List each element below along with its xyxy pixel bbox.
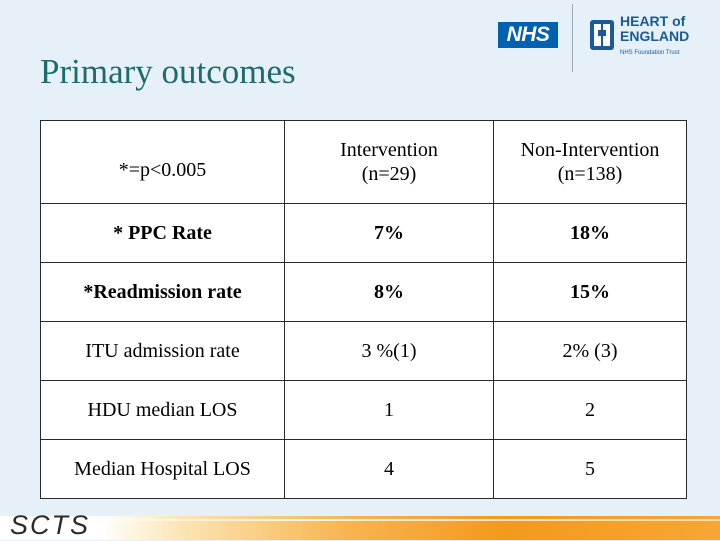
trust-name-line2: ENGLAND <box>620 28 690 44</box>
non-intervention-value: 18% <box>493 203 687 263</box>
trust-name-line1: HEART of <box>620 13 686 29</box>
footer-stripe <box>0 519 720 521</box>
table-row: ITU admission rate 3 %(1) 2% (3) <box>40 321 687 381</box>
table-row: HDU median LOS 1 2 <box>40 380 687 440</box>
non-intervention-value: 5 <box>493 439 687 499</box>
intervention-label: Intervention <box>340 139 438 161</box>
intervention-n: (n=29) <box>361 163 417 185</box>
table-header-row: *=p<0.005 Intervention (n=29) Non-Interv… <box>40 120 687 204</box>
table-row: * PPC Rate 7% 18% <box>40 203 687 263</box>
slide-title: Primary outcomes <box>40 52 296 91</box>
nhs-logo: NHS <box>498 22 558 48</box>
trust-emblem-icon <box>590 20 614 50</box>
row-label: *Readmission rate <box>40 262 285 322</box>
non-intervention-header: Non-Intervention (n=138) <box>493 120 687 204</box>
significance-note-cell: *=p<0.005 <box>40 120 285 204</box>
trust-subtitle: NHS Foundation Trust <box>620 50 680 56</box>
heart-of-england-logo: HEART of ENGLAND NHS Foundation Trust <box>588 14 710 64</box>
trust-name: HEART of ENGLAND <box>620 14 689 44</box>
scts-logo: SCTS <box>10 510 91 540</box>
intervention-value: 7% <box>284 203 494 263</box>
row-label: ITU admission rate <box>40 321 285 381</box>
non-intervention-value: 2 <box>493 380 687 440</box>
logo-divider <box>572 4 573 72</box>
intervention-value: 8% <box>284 262 494 322</box>
intervention-value: 1 <box>284 380 494 440</box>
non-intervention-value: 15% <box>493 262 687 322</box>
intervention-value: 4 <box>284 439 494 499</box>
row-label: * PPC Rate <box>40 203 285 263</box>
outcomes-table: *=p<0.005 Intervention (n=29) Non-Interv… <box>40 120 687 499</box>
table-row: Median Hospital LOS 4 5 <box>40 439 687 499</box>
non-intervention-label: Non-Intervention <box>520 139 660 161</box>
intervention-header: Intervention (n=29) <box>284 120 494 204</box>
row-label: HDU median LOS <box>40 380 285 440</box>
significance-note: *=p<0.005 <box>118 159 207 181</box>
row-label: Median Hospital LOS <box>40 439 285 499</box>
non-intervention-n: (n=138) <box>557 163 623 185</box>
non-intervention-value: 2% (3) <box>493 321 687 381</box>
intervention-value: 3 %(1) <box>284 321 494 381</box>
table-row: *Readmission rate 8% 15% <box>40 262 687 322</box>
